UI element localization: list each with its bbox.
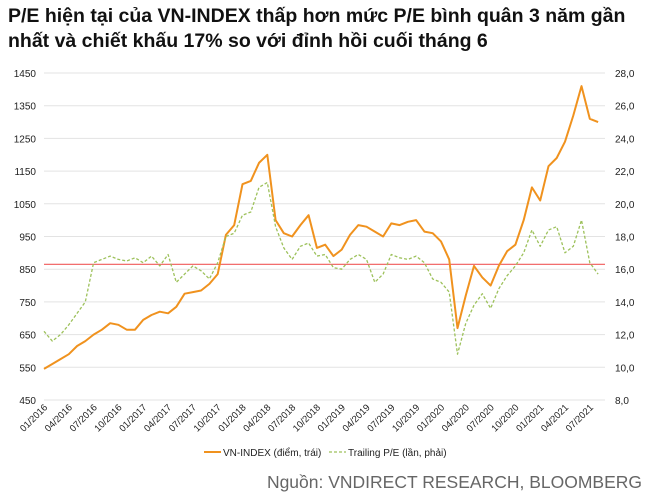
y-left-tick-label: 650: [19, 331, 36, 342]
y-right-tick-label: 26,0: [615, 102, 635, 113]
y-left-tick-label: 1250: [14, 134, 37, 145]
y-right-tick-label: 24,0: [615, 134, 635, 145]
y-left-tick-label: 1450: [14, 69, 37, 80]
y-left-tick-label: 1150: [14, 167, 36, 178]
chart-title: P/E hiện tại của VN-INDEX thấp hơn mức P…: [8, 5, 626, 52]
y-left-tick-label: 1350: [14, 102, 37, 113]
y-right-tick-label: 22,0: [615, 167, 635, 178]
y-right-tick-label: 10,0: [615, 363, 635, 374]
source-note: Nguồn: VNDIRECT RESEARCH, BLOOMBERG: [266, 472, 642, 492]
legend-label: Trailing P/E (lần, phải): [348, 447, 447, 459]
legend-label: VN-INDEX (điểm, trái): [223, 447, 321, 459]
y-right-tick-label: 18,0: [615, 233, 635, 244]
y-left-tick-label: 550: [19, 363, 36, 374]
y-left-tick-label: 750: [19, 298, 36, 309]
series-line-1: [43, 181, 599, 355]
y-right-tick-label: 12,0: [615, 331, 635, 342]
series-line-0: [43, 85, 599, 370]
y-left-tick-label: 950: [19, 233, 36, 244]
y-right-tick-label: 28,0: [615, 69, 635, 80]
y-left-tick-label: 1050: [14, 200, 37, 211]
y-left-tick-label: 450: [19, 396, 36, 407]
x-tick-label: 07/2021: [564, 402, 596, 434]
y-left-tick-label: 850: [19, 265, 36, 276]
y-right-tick-label: 16,0: [615, 265, 635, 276]
y-right-tick-label: 8,0: [615, 396, 629, 407]
y-right-tick-label: 20,0: [615, 200, 635, 211]
y-right-tick-label: 14,0: [615, 298, 635, 309]
